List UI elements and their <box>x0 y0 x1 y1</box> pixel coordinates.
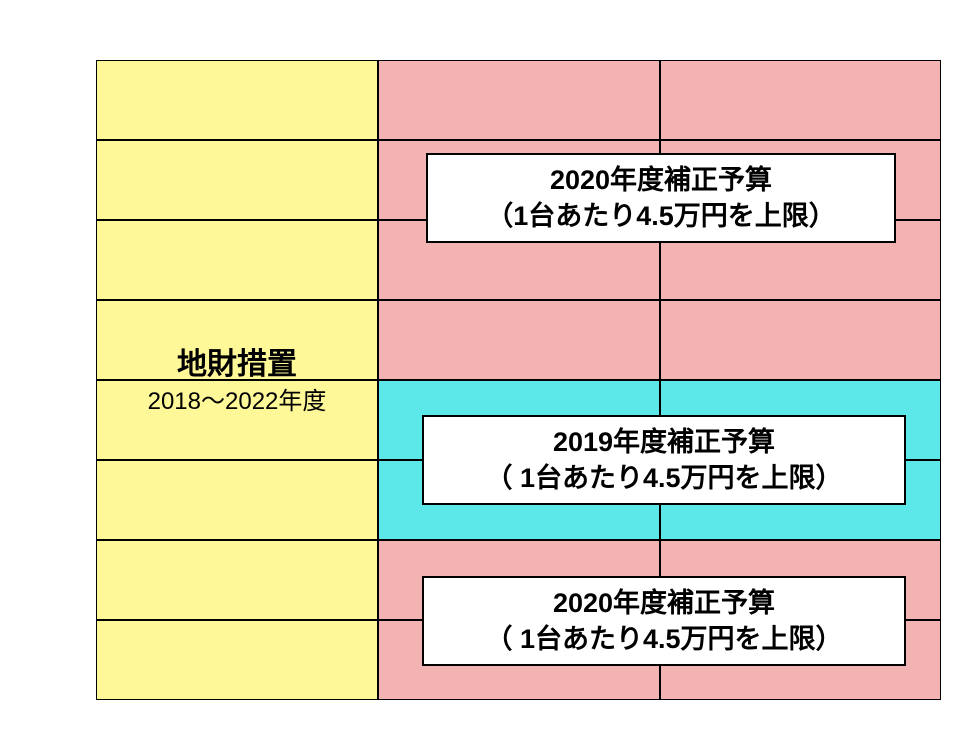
overlay-label-2020-bottom: 2020年度補正予算 （ 1台あたり4.5万円を上限） <box>422 576 906 666</box>
overlay-3-line1: 2020年度補正予算 <box>553 585 775 621</box>
grid-left-r2 <box>96 220 378 300</box>
grid-left-r5 <box>96 460 378 540</box>
overlay-label-2019: 2019年度補正予算 （ 1台あたり4.5万円を上限） <box>422 415 906 505</box>
overlay-2-line1: 2019年度補正予算 <box>553 424 775 460</box>
grid-left-r7 <box>96 620 378 700</box>
overlay-1-line1: 2020年度補正予算 <box>550 162 772 198</box>
grid-left-r0 <box>96 60 378 140</box>
overlay-1-line2: （1台あたり4.5万円を上限） <box>486 198 836 234</box>
overlay-3-line2: （ 1台あたり4.5万円を上限） <box>485 621 842 657</box>
grid-right-r0-c0 <box>378 60 660 140</box>
left-label-line1: 地財措置 <box>97 345 377 386</box>
grid-left-r1 <box>96 140 378 220</box>
overlay-label-2020-top: 2020年度補正予算 （1台あたり4.5万円を上限） <box>426 153 896 243</box>
overlay-2-line2: （ 1台あたり4.5万円を上限） <box>485 460 842 496</box>
budget-diagram: 地財措置 2018～2022年度 2020年度補正予算 （1台あたり4.5万円を… <box>96 60 941 700</box>
left-label-line2: 2018～2022年度 <box>97 386 377 418</box>
grid-right-r3-c1 <box>660 300 942 380</box>
grid-left-r6 <box>96 540 378 620</box>
grid-right-r3-c0 <box>378 300 660 380</box>
grid-right-r0-c1 <box>660 60 942 140</box>
left-column-label: 地財措置 2018～2022年度 <box>97 345 377 418</box>
